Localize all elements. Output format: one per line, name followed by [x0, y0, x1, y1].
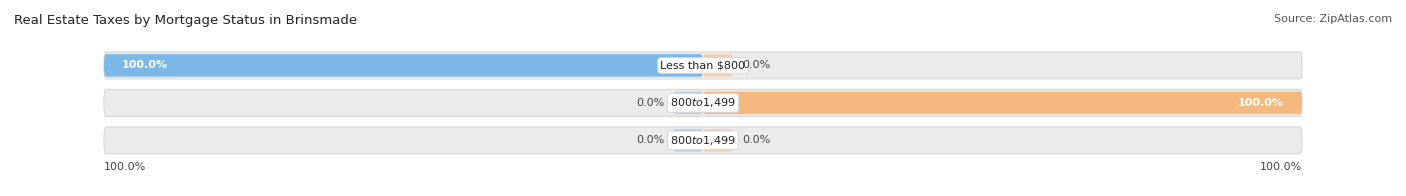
- FancyBboxPatch shape: [703, 129, 733, 152]
- FancyBboxPatch shape: [104, 89, 1302, 116]
- FancyBboxPatch shape: [104, 52, 1302, 79]
- Text: 100.0%: 100.0%: [1260, 162, 1302, 172]
- FancyBboxPatch shape: [673, 129, 703, 152]
- FancyBboxPatch shape: [104, 54, 703, 77]
- Text: $800 to $1,499: $800 to $1,499: [671, 134, 735, 147]
- Text: 0.0%: 0.0%: [742, 135, 770, 145]
- Text: 100.0%: 100.0%: [1239, 98, 1284, 108]
- Text: $800 to $1,499: $800 to $1,499: [671, 96, 735, 109]
- Text: 100.0%: 100.0%: [104, 162, 146, 172]
- Text: Source: ZipAtlas.com: Source: ZipAtlas.com: [1274, 14, 1392, 24]
- Text: 100.0%: 100.0%: [122, 60, 167, 70]
- Text: Less than $800: Less than $800: [661, 60, 745, 70]
- Text: 0.0%: 0.0%: [636, 135, 664, 145]
- FancyBboxPatch shape: [703, 54, 733, 77]
- FancyBboxPatch shape: [703, 92, 1302, 114]
- Text: 0.0%: 0.0%: [742, 60, 770, 70]
- FancyBboxPatch shape: [673, 92, 703, 114]
- Text: Real Estate Taxes by Mortgage Status in Brinsmade: Real Estate Taxes by Mortgage Status in …: [14, 14, 357, 27]
- Text: 0.0%: 0.0%: [636, 98, 664, 108]
- FancyBboxPatch shape: [104, 127, 1302, 154]
